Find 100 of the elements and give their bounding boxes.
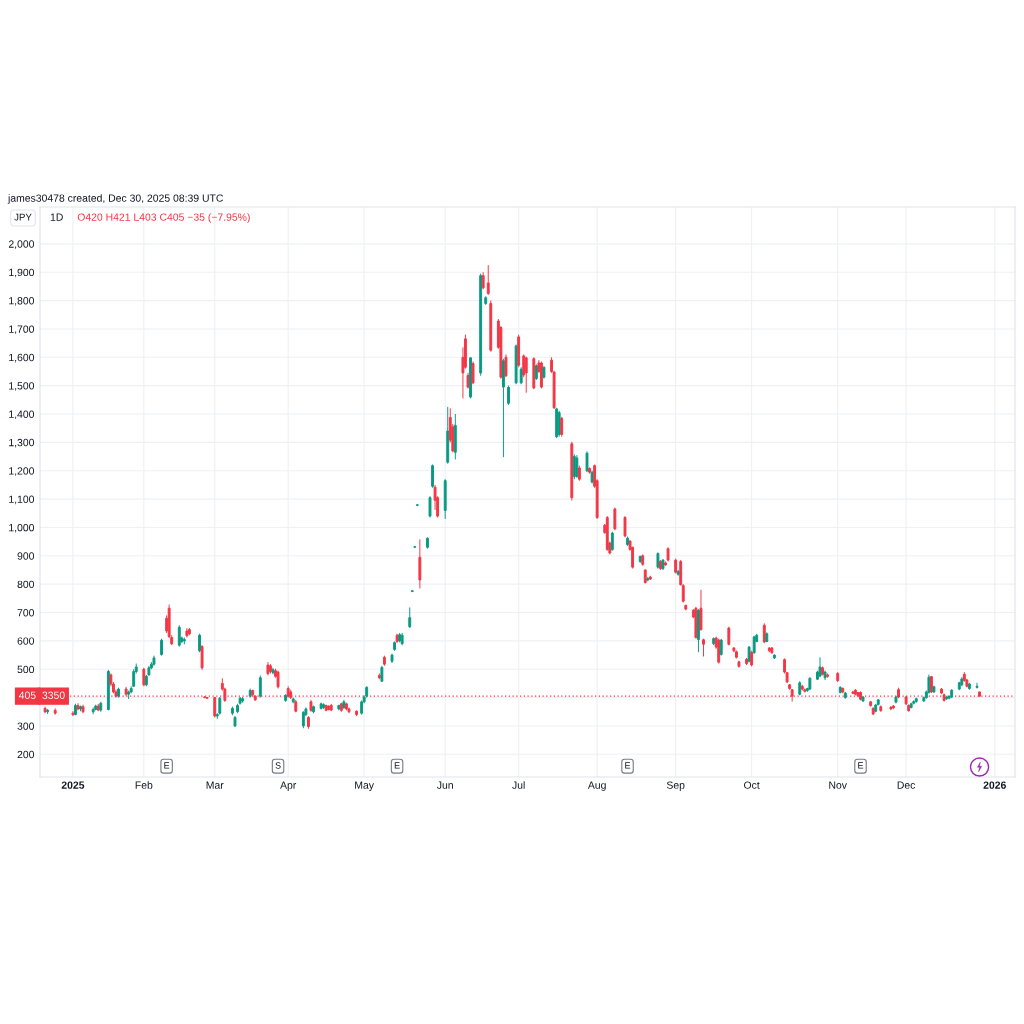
candlestick bbox=[481, 271, 485, 290]
candlestick bbox=[471, 361, 475, 385]
candlestick bbox=[826, 673, 830, 679]
candlestick bbox=[231, 706, 234, 716]
x-tick-label: Oct bbox=[744, 781, 760, 789]
y-tick-label: 800 bbox=[17, 580, 35, 589]
y-tick-label: 1,300 bbox=[9, 438, 35, 448]
candlestick bbox=[643, 568, 647, 585]
text: james30478 created, Dec 30, 2025 08:39 UTC bbox=[7, 194, 224, 204]
candlestick bbox=[575, 454, 579, 479]
candlestick bbox=[821, 665, 824, 676]
candlestick bbox=[960, 676, 964, 687]
candlestick bbox=[106, 669, 110, 711]
candlestick bbox=[43, 706, 47, 714]
candlestick bbox=[975, 682, 979, 690]
candlestick bbox=[610, 531, 614, 552]
candlestick bbox=[46, 708, 50, 715]
candlestick bbox=[291, 697, 295, 704]
candlestick bbox=[71, 710, 75, 717]
candlestick bbox=[950, 688, 954, 699]
candlestick bbox=[266, 661, 270, 676]
candlestick bbox=[666, 546, 670, 562]
candlestick bbox=[676, 569, 680, 577]
ref-line-label: 405 bbox=[18, 691, 36, 699]
candlestick bbox=[127, 690, 131, 700]
annotation: S bbox=[275, 762, 281, 769]
candlestick bbox=[734, 650, 738, 659]
candlestick bbox=[790, 688, 794, 703]
candlestick bbox=[869, 700, 873, 708]
y-tick-label: 1,100 bbox=[9, 495, 35, 505]
candlestick bbox=[408, 606, 412, 629]
candlestick bbox=[377, 673, 381, 680]
candlestick bbox=[841, 686, 845, 694]
annotation: E bbox=[394, 762, 400, 769]
y-tick-label: 1,400 bbox=[9, 410, 35, 420]
candlestick bbox=[542, 365, 546, 380]
candlestick bbox=[702, 638, 705, 657]
candlestick bbox=[894, 695, 898, 704]
candlestick bbox=[218, 696, 222, 716]
candlestick bbox=[233, 715, 237, 728]
candlestick bbox=[712, 636, 716, 646]
candlestick bbox=[344, 702, 348, 711]
candlestick bbox=[507, 385, 510, 406]
candlestick bbox=[684, 604, 688, 611]
candlestick bbox=[319, 702, 323, 710]
x-tick-label: 2025 bbox=[61, 781, 85, 789]
candlestick bbox=[502, 358, 505, 458]
candlestick bbox=[382, 655, 386, 667]
y-tick-label: 2,000 bbox=[8, 240, 35, 249]
candlestick bbox=[479, 273, 483, 377]
candlestick bbox=[398, 632, 402, 643]
candlestick bbox=[289, 689, 293, 700]
candlestick bbox=[117, 687, 120, 699]
candlestick bbox=[142, 667, 146, 687]
candlestick bbox=[719, 638, 723, 657]
candlestick bbox=[312, 705, 315, 714]
candlestick bbox=[160, 638, 163, 657]
annotation: E bbox=[625, 762, 631, 769]
candlestick bbox=[390, 653, 394, 664]
candlestick bbox=[517, 334, 521, 368]
y-tick-label: 500 bbox=[17, 665, 35, 674]
candlestick bbox=[393, 640, 396, 652]
candlestick bbox=[762, 622, 766, 644]
candlestick bbox=[395, 633, 399, 644]
candlestick bbox=[469, 356, 472, 399]
candlestick bbox=[286, 685, 290, 699]
candlestick bbox=[466, 372, 470, 389]
y-tick-label: 300 bbox=[17, 722, 35, 730]
x-tick-label: Dec bbox=[897, 781, 916, 789]
y-tick-label: 600 bbox=[17, 637, 35, 645]
candlestick bbox=[836, 671, 840, 683]
candlestick bbox=[967, 682, 971, 691]
candlestick bbox=[177, 624, 181, 648]
candlestick bbox=[605, 515, 609, 552]
annotation: E bbox=[858, 762, 864, 769]
candlestick bbox=[932, 685, 936, 694]
candlestick bbox=[269, 663, 272, 674]
candlestick bbox=[909, 702, 913, 709]
candlestick bbox=[307, 715, 310, 730]
candlestick bbox=[431, 464, 434, 489]
candlestick bbox=[727, 626, 731, 646]
candlestick bbox=[957, 681, 961, 691]
candlestick bbox=[415, 503, 419, 507]
candlestick bbox=[489, 300, 493, 353]
candlestick bbox=[750, 650, 754, 667]
y-tick-label: 1,000 bbox=[9, 523, 35, 533]
candlestick bbox=[590, 470, 594, 484]
candlestick bbox=[79, 705, 82, 712]
candlestick bbox=[843, 691, 847, 700]
y-tick-label: 900 bbox=[17, 552, 35, 560]
candlestick bbox=[539, 361, 543, 389]
x-tick-label: Nov bbox=[829, 781, 847, 789]
candlestick bbox=[284, 693, 288, 703]
candlestick bbox=[486, 264, 490, 296]
candlestick bbox=[53, 707, 57, 716]
y-tick-label: 1,200 bbox=[9, 467, 35, 476]
candlestick bbox=[861, 695, 865, 703]
text: O420 H421 L403 C405 −35 (−7.95%) bbox=[77, 213, 250, 223]
candlestick bbox=[588, 466, 591, 475]
candlestick bbox=[922, 695, 926, 703]
